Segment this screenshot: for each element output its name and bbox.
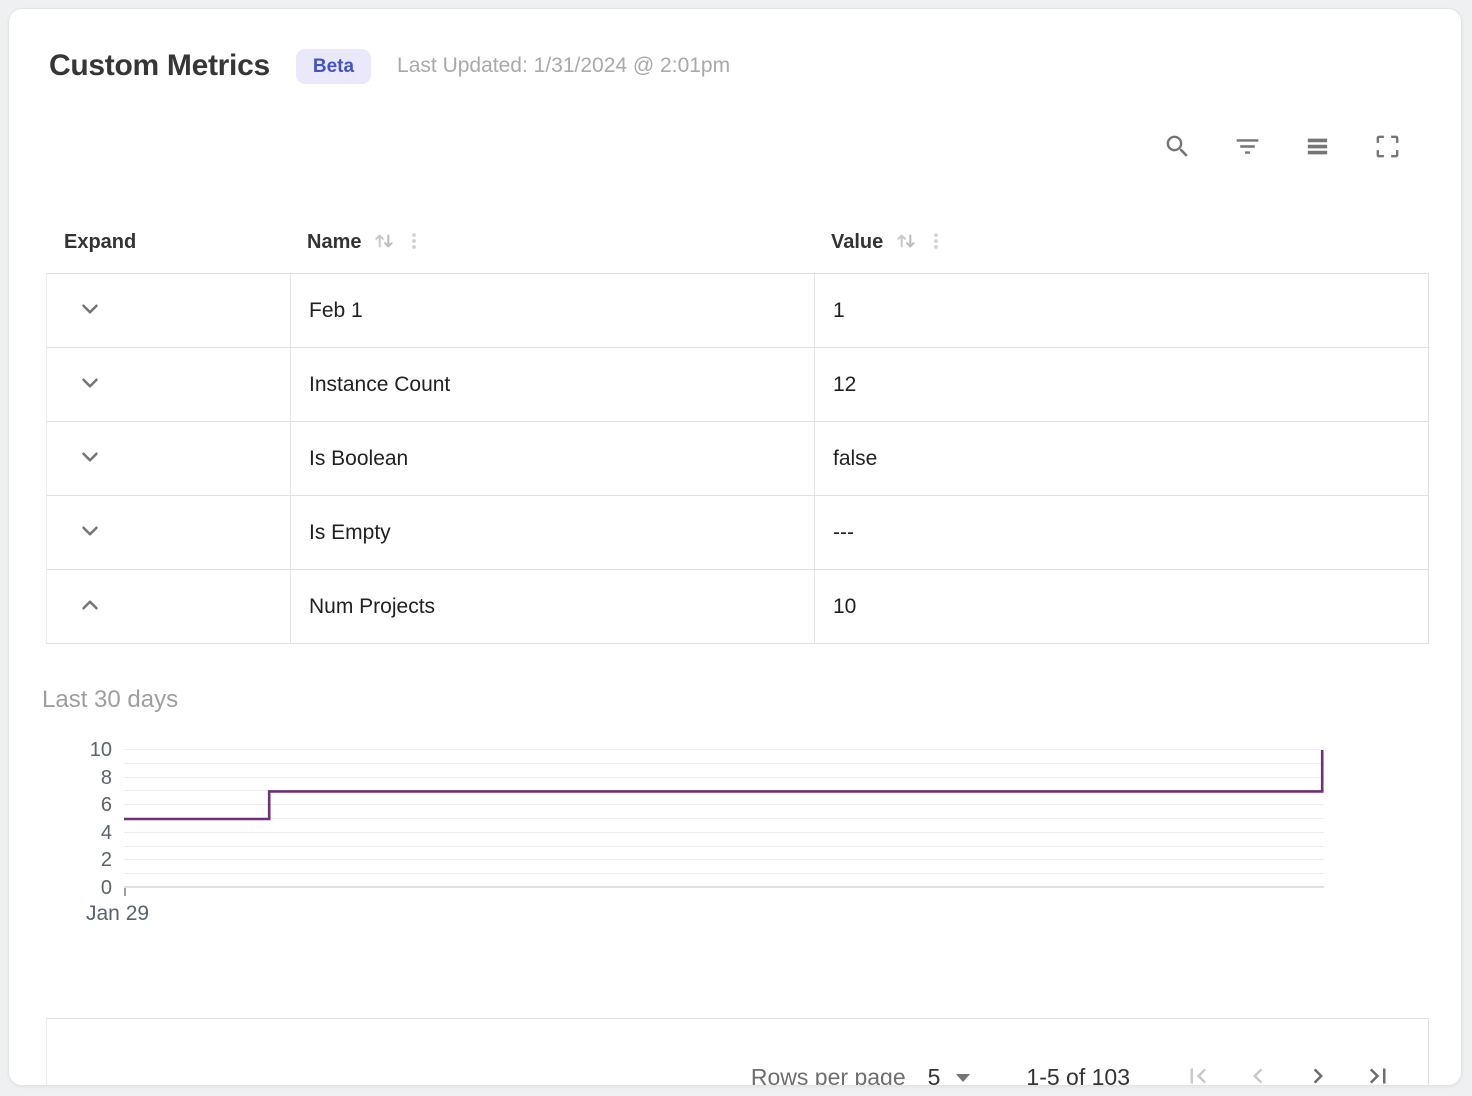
last-page-button[interactable] [1358, 1058, 1398, 1086]
next-page-button[interactable] [1298, 1058, 1338, 1086]
column-header-name[interactable]: Name [289, 211, 813, 273]
fullscreen-button[interactable] [1371, 132, 1403, 164]
filter-button[interactable] [1231, 132, 1263, 164]
chart-gridline [124, 762, 1324, 764]
chart-gridline [124, 845, 1324, 847]
expand-row-button[interactable] [77, 520, 103, 546]
sort-arrows-icon [893, 228, 919, 257]
chart-gridline [124, 886, 1324, 888]
chart-title: Last 30 days [42, 686, 179, 713]
kebab-icon [403, 230, 425, 255]
chevron-right-icon [1303, 1061, 1333, 1085]
row-detail-panel: Last 30 days 0 2 4 6 8 10 Jan 29 [9, 686, 1461, 1018]
filter-icon [1233, 132, 1262, 164]
chart-gridline [124, 804, 1324, 806]
pagination-range-label: 1-5 of 103 [1026, 1064, 1130, 1086]
chart-gridline [124, 873, 1324, 875]
chart-gridline [124, 776, 1324, 778]
name-column-menu-button[interactable] [403, 230, 425, 255]
rows-per-page-value: 5 [927, 1064, 941, 1086]
last-updated-text: Last Updated: 1/31/2024 @ 2:01pm [397, 54, 731, 77]
chart-gridline [124, 831, 1324, 833]
column-header-expand: Expand [46, 211, 289, 273]
chevron-down-icon [77, 518, 103, 547]
chevron-down-icon [77, 296, 103, 325]
page-title: Custom Metrics [49, 49, 270, 82]
expand-row-button[interactable] [77, 372, 103, 398]
expand-row-button[interactable] [77, 446, 103, 472]
row-name-cell: Is Boolean [290, 422, 814, 495]
chart-gridline [124, 859, 1324, 861]
row-name-cell: Instance Count [290, 348, 814, 421]
chart-y-axis: 0 2 4 6 8 10 [54, 740, 124, 898]
row-value-cell: 10 [814, 570, 1428, 643]
rows-per-page-select[interactable]: 5 [927, 1064, 971, 1086]
table-row: Is Boolean false [47, 422, 1428, 496]
x-axis-tick-mark [124, 888, 126, 896]
rows-per-page-label: Rows per page [750, 1064, 906, 1086]
column-header-expand-label: Expand [64, 230, 137, 253]
expand-row-button[interactable] [77, 298, 103, 324]
chevron-down-icon [77, 444, 103, 473]
chart-step-line [124, 750, 1322, 819]
metric-history-chart: 0 2 4 6 8 10 Jan 29 [54, 740, 1461, 925]
column-header-name-label: Name [307, 230, 362, 253]
y-axis-tick-label: 0 [100, 877, 112, 899]
row-value-cell: --- [814, 496, 1428, 569]
y-axis-tick-label: 6 [100, 794, 112, 817]
y-axis-tick-label: 2 [100, 849, 112, 872]
value-column-menu-button[interactable] [925, 230, 947, 255]
chart-gridline [124, 749, 1324, 750]
chevron-up-icon [77, 592, 103, 621]
first-page-button[interactable] [1178, 1058, 1218, 1086]
caret-down-icon [956, 1073, 971, 1082]
table-row: Instance Count 12 [47, 348, 1428, 422]
density-icon [1303, 132, 1332, 164]
row-name-cell: Is Empty [290, 496, 814, 569]
pagination-controls [1178, 1058, 1398, 1086]
row-value-cell: false [814, 422, 1428, 495]
y-axis-tick-label: 10 [89, 739, 112, 761]
kebab-icon [925, 230, 947, 255]
collapse-row-button[interactable] [77, 594, 103, 620]
density-button[interactable] [1301, 132, 1333, 164]
chart-gridline [124, 818, 1324, 819]
first-page-icon [1183, 1061, 1213, 1085]
sort-arrows-icon [371, 228, 397, 257]
column-header-value[interactable]: Value [813, 211, 1429, 273]
page-header: Custom Metrics Beta Last Updated: 1/31/2… [49, 43, 1421, 89]
y-axis-tick-label: 8 [100, 766, 112, 789]
x-axis-tick-label: Jan 29 [86, 902, 150, 925]
table-row-expanded: Num Projects 10 [47, 570, 1428, 644]
y-axis-tick-label: 4 [100, 821, 112, 844]
row-value-cell: 12 [814, 348, 1428, 421]
table-row: Feb 1 1 [47, 274, 1428, 348]
last-page-icon [1363, 1061, 1393, 1085]
table-body: Feb 1 1 Instance Count 12 Is Boolean fal… [46, 273, 1429, 644]
search-icon [1163, 132, 1192, 164]
search-button[interactable] [1161, 132, 1193, 164]
beta-badge: Beta [295, 48, 372, 84]
fullscreen-icon [1373, 132, 1402, 164]
chevron-down-icon [77, 370, 103, 399]
table-footer: Rows per page 5 1-5 of 103 [46, 1018, 1429, 1086]
row-value-cell: 1 [814, 274, 1428, 347]
table-toolbar [9, 131, 1403, 165]
sort-name-button[interactable] [371, 228, 397, 257]
custom-metrics-card: Custom Metrics Beta Last Updated: 1/31/2… [8, 8, 1462, 1086]
metrics-table: Expand Name Value [46, 211, 1429, 644]
column-header-value-label: Value [831, 230, 884, 253]
table-row: Is Empty --- [47, 496, 1428, 570]
sort-value-button[interactable] [893, 228, 919, 257]
chart-line-svg [124, 750, 1324, 888]
previous-page-button[interactable] [1238, 1058, 1278, 1086]
chart-plot-area: Jan 29 [86, 749, 1324, 925]
table-header-row: Expand Name Value [46, 211, 1429, 273]
row-name-cell: Num Projects [290, 570, 814, 643]
row-name-cell: Feb 1 [290, 274, 814, 347]
chevron-left-icon [1243, 1061, 1273, 1085]
